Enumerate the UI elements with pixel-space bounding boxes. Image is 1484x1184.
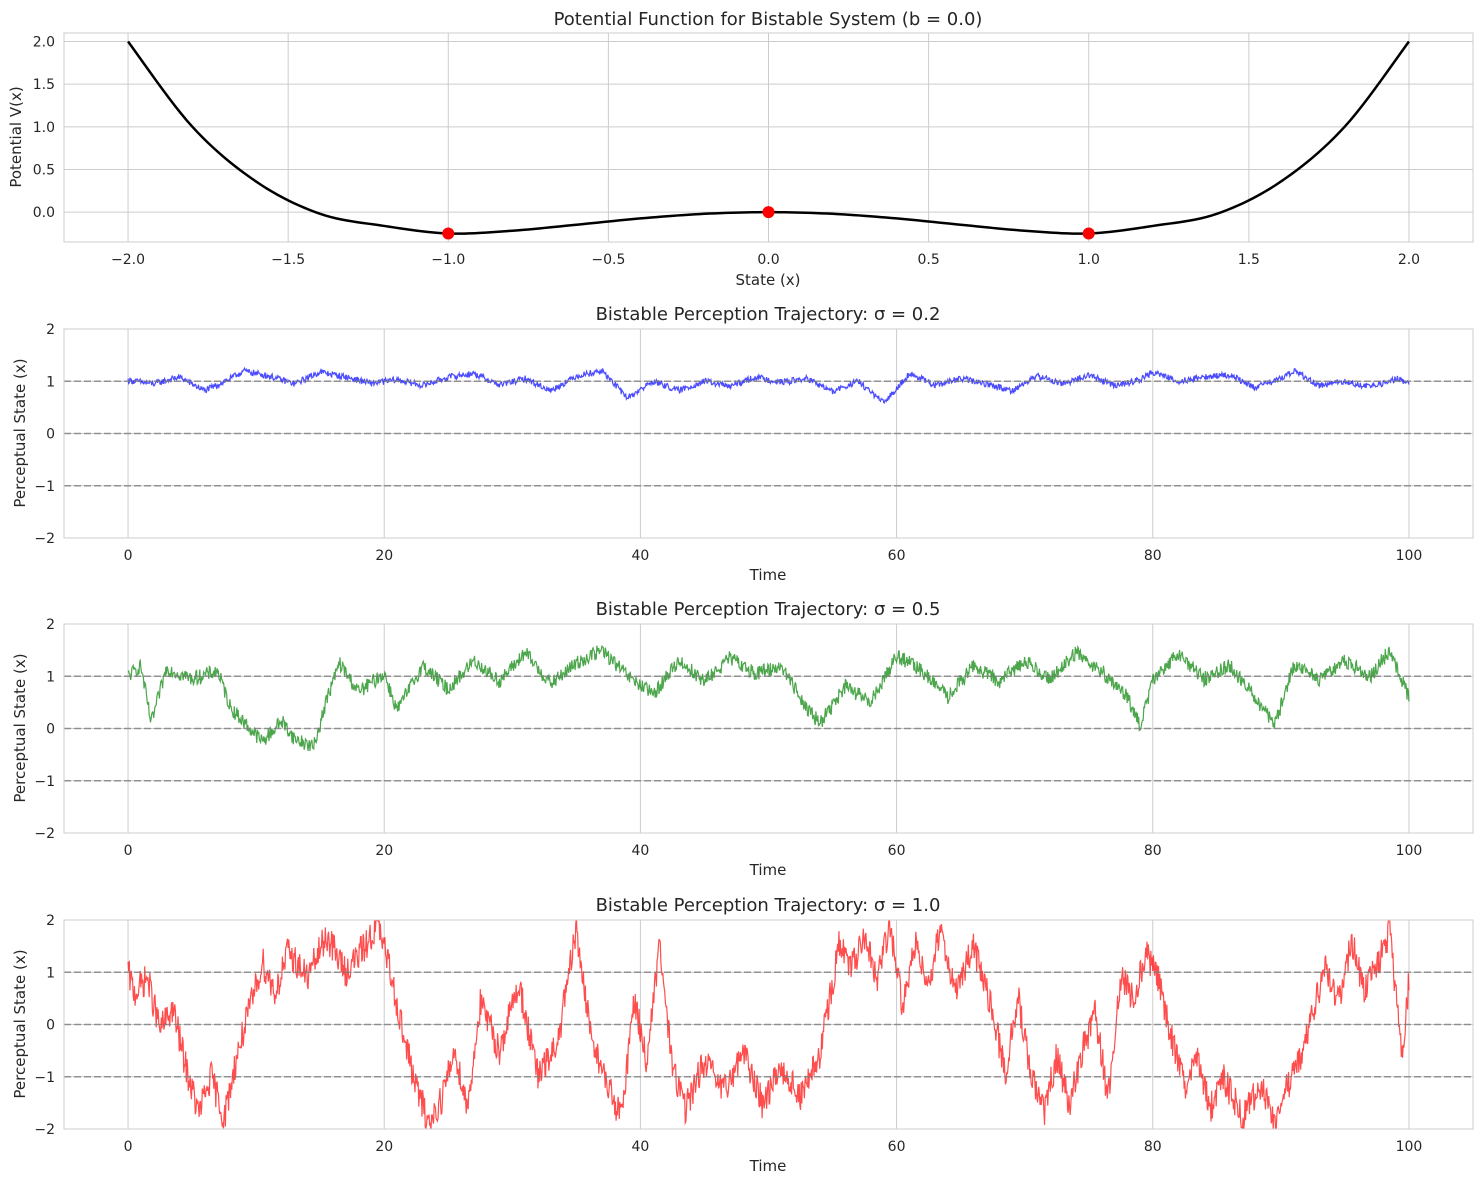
x-tick-label: 80 [1144, 548, 1162, 564]
potential-chart: Potential Function for Bistable System (… [7, 9, 1474, 289]
x-tick-label: −1.0 [431, 252, 465, 268]
x-tick-label: 100 [1396, 548, 1423, 564]
y-tick-label: 0 [46, 1018, 55, 1034]
plot-area [127, 644, 1410, 752]
x-tick-label: −0.5 [591, 252, 625, 268]
trajectory-line [127, 920, 1410, 1129]
x-tick-label: 60 [888, 1139, 906, 1155]
trajectory-chart-sigma-0-2: Bistable Perception Trajectory: σ = 0.2 … [11, 304, 1474, 584]
x-tick-label: 80 [1144, 843, 1162, 859]
y-tick-label: −1 [34, 774, 55, 790]
x-tick-label: −2.0 [111, 252, 145, 268]
y-tick-label: −2 [34, 1122, 55, 1138]
critical-point-marker [442, 227, 455, 240]
x-tick-label: 40 [631, 843, 649, 859]
x-axis-label: State (x) [735, 271, 800, 289]
critical-point-marker [762, 206, 775, 219]
x-tick-label: 2.0 [1398, 252, 1420, 268]
y-tick-label: 2 [46, 322, 55, 338]
y-tick-label: 1 [46, 374, 55, 390]
x-tick-label: 60 [888, 843, 906, 859]
y-tick-label: −2 [34, 826, 55, 842]
x-tick-label: 60 [888, 548, 906, 564]
plot-frame [63, 623, 1474, 834]
x-tick-label: 1.0 [1078, 252, 1100, 268]
x-tick-label: 20 [375, 1139, 393, 1155]
chart-title: Bistable Perception Trajectory: σ = 0.5 [596, 599, 941, 620]
x-tick-label: 40 [631, 548, 649, 564]
y-tick-label: 1 [46, 965, 55, 981]
chart-title: Bistable Perception Trajectory: σ = 1.0 [596, 895, 941, 916]
y-tick-label: −1 [34, 1070, 55, 1086]
x-tick-label: 20 [375, 843, 393, 859]
x-tick-label: 100 [1396, 1139, 1423, 1155]
x-tick-label: −1.5 [271, 252, 305, 268]
y-axis-label: Perceptual State (x) [11, 358, 29, 507]
x-axis-label: Time [749, 566, 787, 584]
x-axis-label: Time [749, 861, 787, 879]
x-tick-label: 0.5 [917, 252, 939, 268]
trajectory-line [127, 366, 1410, 404]
critical-point-marker [1082, 227, 1095, 240]
y-tick-label: 1 [46, 669, 55, 685]
y-tick-label: 2.0 [33, 35, 55, 51]
x-tick-label: 0.0 [757, 252, 779, 268]
y-tick-label: −2 [34, 531, 55, 547]
trajectory-chart-sigma-1-0: Bistable Perception Trajectory: σ = 1.0 … [11, 895, 1474, 1175]
chart-title: Potential Function for Bistable System (… [554, 9, 983, 30]
x-tick-label: 20 [375, 548, 393, 564]
x-tick-label: 1.5 [1238, 252, 1260, 268]
y-axis-label: Perceptual State (x) [11, 949, 29, 1098]
y-tick-label: 0.0 [33, 205, 55, 221]
plot-frame [63, 919, 1474, 1130]
x-tick-label: 80 [1144, 1139, 1162, 1155]
y-tick-label: 1.0 [33, 120, 55, 136]
plot-area [127, 920, 1410, 1129]
x-tick-label: 0 [124, 548, 133, 564]
x-tick-label: 40 [631, 1139, 649, 1155]
y-axis-label: Potential V(x) [7, 86, 25, 187]
y-tick-label: −1 [34, 479, 55, 495]
trajectory-chart-sigma-0-5: Bistable Perception Trajectory: σ = 0.5 … [11, 599, 1474, 879]
plot-frame [63, 328, 1474, 539]
y-tick-label: 0.5 [33, 162, 55, 178]
x-tick-label: 0 [124, 1139, 133, 1155]
x-tick-label: 100 [1396, 843, 1423, 859]
x-axis-label: Time [749, 1157, 787, 1175]
plot-frame [63, 32, 1474, 243]
y-tick-label: 2 [46, 913, 55, 929]
chart-title: Bistable Perception Trajectory: σ = 0.2 [596, 304, 941, 325]
y-axis-label: Perceptual State (x) [11, 653, 29, 802]
y-tick-label: 0 [46, 722, 55, 738]
trajectory-line [127, 644, 1410, 752]
y-tick-label: 1.5 [33, 77, 55, 93]
y-tick-label: 2 [46, 617, 55, 633]
y-tick-label: 0 [46, 427, 55, 443]
plot-area [127, 366, 1410, 404]
x-tick-label: 0 [124, 843, 133, 859]
